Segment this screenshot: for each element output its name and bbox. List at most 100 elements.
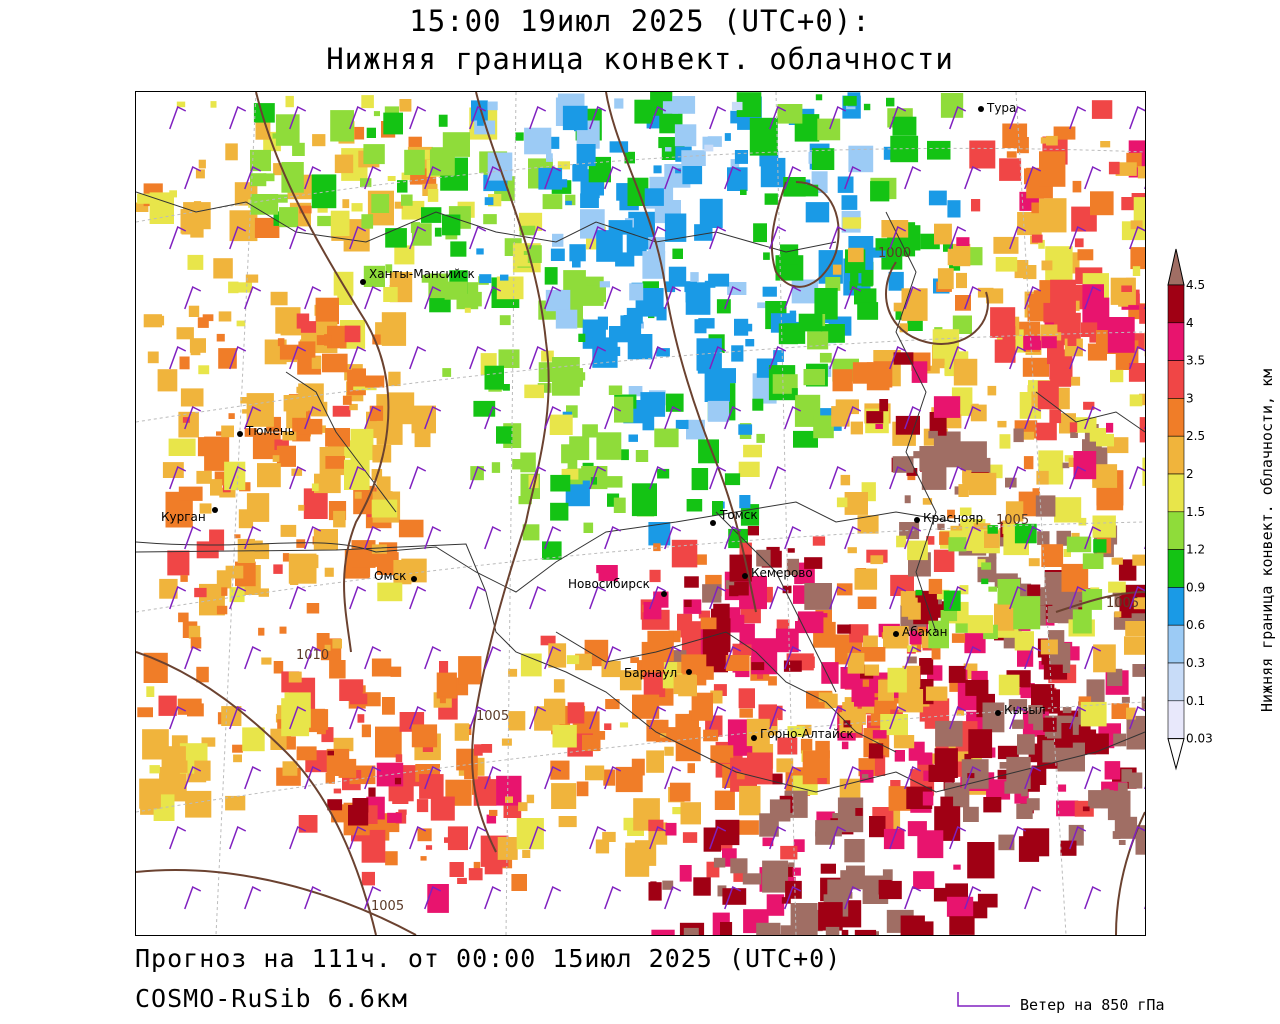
cloud-base-cell [934, 223, 952, 245]
cloud-base-cell [787, 548, 795, 553]
cloud-base-cell [1062, 707, 1072, 714]
cloud-base-cell [332, 405, 351, 417]
wind-barb [409, 825, 427, 850]
cloud-base-cell [483, 214, 497, 225]
cloud-base-cell [919, 446, 946, 471]
cloud-base-cell [366, 127, 376, 138]
cloud-base-cell [691, 468, 709, 491]
cloud-base-cell [739, 623, 755, 645]
svg-text:Омск: Омск [374, 569, 406, 583]
cloud-base-cell [232, 744, 243, 753]
wind-barb [544, 525, 562, 550]
cloud-base-cell [282, 431, 297, 441]
cloud-base-cell [428, 273, 449, 299]
colorbar-level-label: 0.1 [1186, 694, 1205, 708]
cloud-base-cell [327, 799, 343, 811]
cloud-base-cell [604, 476, 623, 488]
cloud-base-cell [1022, 357, 1050, 377]
cloud-base-cell [1062, 663, 1071, 673]
svg-text:Томск: Томск [719, 508, 758, 522]
cloud-base-cell [279, 207, 299, 228]
wind-barb [769, 225, 787, 250]
cloud-base-cell [263, 173, 275, 182]
cloud-base-cell [959, 507, 972, 516]
cloud-base-cell [1031, 391, 1043, 407]
wind-barb [709, 225, 727, 250]
cloud-base-cell [1032, 700, 1041, 707]
city-abakan: Абакан [893, 625, 947, 639]
cloud-base-cell [315, 297, 339, 325]
cloud-base-cell [843, 892, 853, 899]
colorbar-swatch [1167, 435, 1185, 475]
cloud-base-cell [274, 439, 289, 450]
wind-barb [889, 705, 907, 730]
cloud-base-cell [745, 323, 753, 332]
wind-barb [904, 645, 922, 670]
cloud-base-cell [361, 95, 374, 109]
cloud-base-cell [738, 461, 760, 477]
cloud-base-cell [1074, 238, 1084, 248]
cloud-base-cell [474, 744, 483, 756]
wind-barb [649, 465, 667, 490]
cloud-base-cell [739, 495, 751, 509]
wind-barb [229, 705, 247, 730]
cloud-base-cell [653, 165, 662, 174]
wind-barb [184, 165, 202, 190]
cloud-base-cell [634, 840, 657, 866]
cloud-base-cell [850, 708, 866, 725]
cloud-base-cell [410, 222, 421, 233]
cloud-base-cell [1128, 363, 1145, 382]
cloud-base-cell [662, 880, 674, 890]
wind-barb [169, 705, 187, 730]
cloud-base-cell [780, 925, 808, 935]
colorbar-level-label: 3 [1186, 391, 1194, 405]
cloud-base-cell [1132, 266, 1141, 276]
cloud-base-cell [657, 468, 670, 479]
wind-barb [649, 225, 667, 250]
wind-barb [1084, 165, 1102, 190]
cloud-base-cell [697, 342, 722, 374]
cloud-base-cell [1053, 126, 1076, 140]
city-kurgan: Курган [161, 507, 218, 524]
wind-barb [829, 345, 847, 370]
cloud-base-cell [454, 723, 469, 741]
cloud-base-cell [724, 473, 741, 486]
cloud-base-cell [371, 194, 390, 213]
cloud-base-cell [1137, 166, 1145, 179]
wind-barb [964, 285, 982, 310]
cloud-base-cell [601, 660, 621, 678]
wind-barb [244, 885, 262, 910]
cloud-base-cell [180, 388, 204, 407]
wind-barb [1069, 825, 1087, 850]
cloud-base-cell [707, 136, 722, 147]
cloud-base-cell [665, 281, 676, 293]
wind-barb [889, 345, 907, 370]
cloud-base-cell [899, 323, 908, 333]
cloud-base-cell [578, 333, 586, 342]
wind-barb [484, 525, 502, 550]
wind-barb [1024, 285, 1042, 310]
wind-barb [709, 705, 727, 730]
colorbar-swatch [1167, 587, 1185, 626]
cloud-base-cell [664, 213, 687, 242]
cloud-base-cell [1043, 661, 1068, 680]
cloud-base-cell [387, 812, 402, 823]
cloud-base-cell [289, 578, 299, 585]
wind-barb [529, 465, 547, 490]
cloud-base-cell [836, 497, 848, 508]
wind-barb [484, 165, 502, 190]
cloud-base-cell [576, 144, 596, 167]
wind-barb [184, 765, 202, 790]
wind-barb [304, 165, 322, 190]
wind-barb [544, 165, 562, 190]
wind-barb [664, 165, 682, 190]
cloud-base-cell [927, 140, 951, 160]
cloud-base-cell [272, 455, 280, 462]
cloud-base-cell [344, 459, 370, 490]
cloud-base-cell [968, 472, 997, 496]
colorbar-level-label: 4 [1186, 316, 1194, 330]
wind-barb [829, 705, 847, 730]
cloud-base-cell [749, 117, 778, 156]
cloud-base-cell [585, 765, 605, 781]
cloud-base-cell [316, 335, 332, 346]
